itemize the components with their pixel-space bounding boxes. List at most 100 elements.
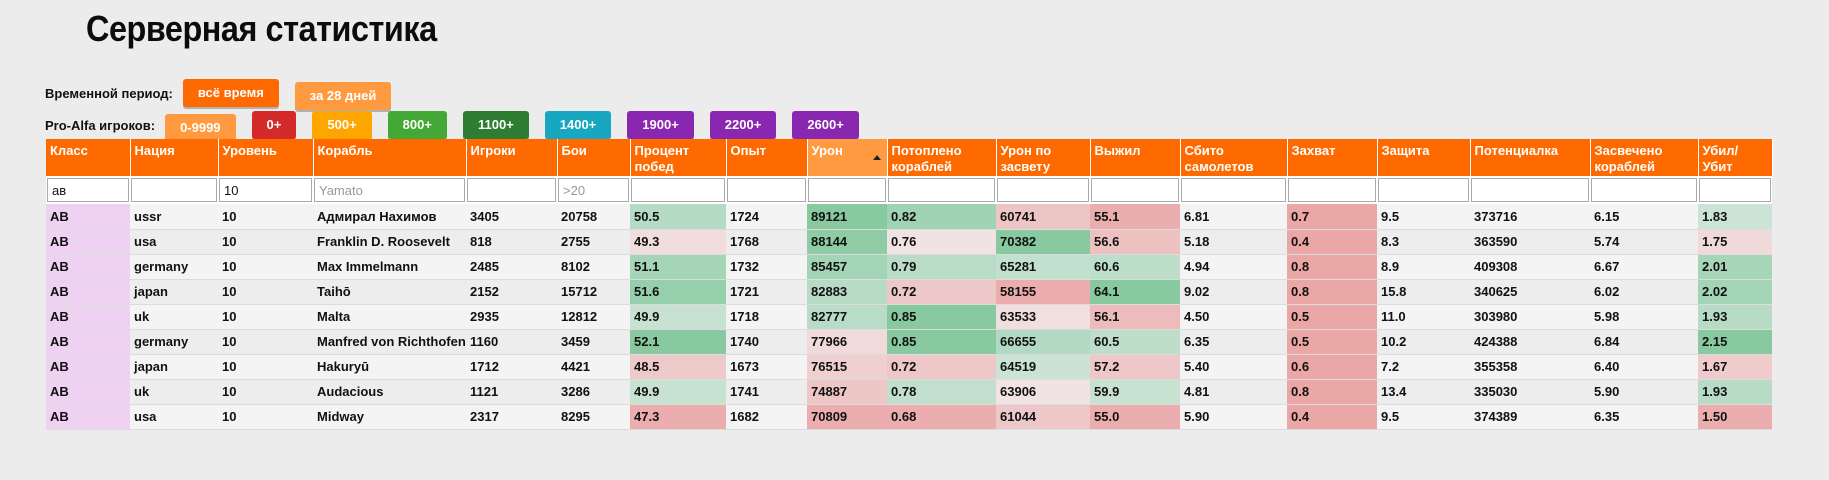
cell-sunk: 0.79 (887, 254, 996, 280)
kd-filter-input[interactable] (1699, 178, 1771, 202)
sunk-filter-input[interactable] (888, 178, 995, 202)
capture-filter-input[interactable] (1288, 178, 1376, 202)
players-800-plus-button[interactable]: 800+ (387, 111, 447, 139)
period-all-time-button[interactable]: всё время (182, 79, 279, 107)
cell-tier: 10 (218, 279, 313, 305)
battles-filter-input[interactable] (558, 178, 629, 202)
players-1900-plus-button[interactable]: 1900+ (627, 111, 694, 139)
cell-nation: uk (130, 304, 218, 330)
class-filter-input[interactable] (47, 178, 129, 202)
column-header-damage[interactable]: Урон (807, 139, 888, 176)
column-header-capture[interactable]: Захват (1287, 139, 1378, 176)
cell-class: АВ (46, 329, 130, 355)
table-row[interactable]: АВ uk 10 Malta 2935 12812 49.9 1718 82777 0.85 635… (46, 304, 1772, 330)
column-header-survived[interactable]: Выжил (1090, 139, 1181, 176)
column-header-planes[interactable]: Сбито самолетов (1180, 139, 1288, 176)
column-header-spot-damage[interactable]: Урон по засвету (996, 139, 1091, 176)
cell-exp: 1732 (726, 254, 807, 280)
players-filter-input[interactable] (467, 178, 556, 202)
column-header-battles[interactable]: Бои (557, 139, 631, 176)
cell-survived: 60.6 (1090, 254, 1180, 280)
column-header-ship[interactable]: Корабль (313, 139, 467, 176)
cell-players: 818 (466, 229, 557, 255)
cell-planes: 5.18 (1180, 229, 1287, 255)
players-500-plus-button[interactable]: 500+ (312, 111, 372, 139)
exp-filter-input[interactable] (727, 178, 806, 202)
cell-kd: 2.01 (1698, 254, 1772, 280)
cell-tier: 10 (218, 329, 313, 355)
table-row[interactable]: АВ japan 10 Hakuryū 1712 4421 48.5 1673 76515 0.7… (46, 354, 1772, 380)
cell-battles: 8295 (557, 404, 630, 430)
column-header-tier[interactable]: Уровень (218, 139, 314, 176)
cell-winrate: 47.3 (630, 404, 726, 430)
column-header-potential[interactable]: Потенциалка (1470, 139, 1591, 176)
cell-ship: Manfred von Richthofen (313, 329, 466, 355)
cell-kd: 1.67 (1698, 354, 1772, 380)
cell-damage: 85457 (807, 254, 887, 280)
spot-damage-filter-input[interactable] (997, 178, 1089, 202)
cell-potential: 424388 (1470, 329, 1590, 355)
cell-nation: japan (130, 354, 218, 380)
cell-kd: 1.83 (1698, 204, 1772, 230)
table-row[interactable]: АВ uk 10 Audacious 1121 3286 49.9 1741 74887 0.78… (46, 379, 1772, 405)
cell-survived: 60.5 (1090, 329, 1180, 355)
survived-filter-input[interactable] (1091, 178, 1179, 202)
cell-winrate: 51.6 (630, 279, 726, 305)
table-row[interactable]: АВ germany 10 Manfred von Richthofen 1160 345… (46, 329, 1772, 355)
nation-filter-input[interactable] (131, 178, 217, 202)
column-header-class[interactable]: Класс (46, 139, 131, 176)
column-header-spotted[interactable]: Засвечено кораблей (1590, 139, 1699, 176)
cell-nation: germany (130, 254, 218, 280)
players-2200-plus-button[interactable]: 2200+ (709, 111, 777, 139)
players-2600-plus-button[interactable]: 2600+ (792, 111, 859, 139)
cell-sunk: 0.68 (887, 404, 996, 430)
players-1100-plus-button[interactable]: 1100+ (462, 111, 529, 139)
column-header-defense[interactable]: Защита (1377, 139, 1471, 176)
cell-capture: 0.7 (1287, 204, 1377, 230)
planes-filter-input[interactable] (1181, 178, 1286, 202)
period-28-days-button[interactable]: за 28 дней (294, 82, 392, 110)
cell-planes: 4.81 (1180, 379, 1287, 405)
cell-capture: 0.8 (1287, 254, 1377, 280)
spotted-filter-input[interactable] (1591, 178, 1697, 202)
column-header-winrate[interactable]: Процент побед (630, 139, 727, 176)
cell-players: 2152 (466, 279, 557, 305)
cell-spotted: 6.15 (1590, 204, 1698, 230)
cell-defense: 15.8 (1377, 279, 1470, 305)
page-title: Серверная статистика (86, 8, 437, 49)
column-header-exp[interactable]: Опыт (726, 139, 808, 176)
cell-spotdmg: 58155 (996, 279, 1090, 305)
cell-planes: 4.50 (1180, 304, 1287, 330)
cell-sunk: 0.78 (887, 379, 996, 405)
cell-planes: 5.40 (1180, 354, 1287, 380)
table-row[interactable]: АВ usa 10 Franklin D. Roosevelt 818 2755 49.3 1… (46, 229, 1772, 255)
cell-exp: 1673 (726, 354, 807, 380)
cell-survived: 55.1 (1090, 204, 1180, 230)
players-1400-plus-button[interactable]: 1400+ (544, 111, 612, 139)
column-header-players[interactable]: Игроки (466, 139, 558, 176)
players-filter: Pro-Alfa игроков: 0-9999 0+ 500+ 800+ 11… (45, 108, 875, 142)
cell-ship: Адмирал Нахимов (313, 204, 466, 230)
ship-filter-input[interactable] (314, 178, 465, 202)
table-row[interactable]: АВ japan 10 Taihō 2152 15712 51.6 1721 82883 0.72… (46, 279, 1772, 305)
potential-filter-input[interactable] (1471, 178, 1589, 202)
players-0-9999-button[interactable]: 0-9999 (165, 114, 236, 142)
cell-exp: 1768 (726, 229, 807, 255)
table-row[interactable]: АВ ussr 10 Адмирал Нахимов 3405 20758 50.5 1724… (46, 204, 1772, 230)
cell-battles: 12812 (557, 304, 630, 330)
tier-filter-input[interactable] (219, 178, 312, 202)
cell-spotted: 5.74 (1590, 229, 1698, 255)
damage-filter-input[interactable] (808, 178, 886, 202)
column-header-sunk[interactable]: Потоплено кораблей (887, 139, 997, 176)
cell-survived: 56.6 (1090, 229, 1180, 255)
defense-filter-input[interactable] (1378, 178, 1469, 202)
cell-defense: 13.4 (1377, 379, 1470, 405)
stats-table: Класс Нация Уровень Корабль Игроки Бои П… (46, 139, 1773, 430)
players-0-plus-button[interactable]: 0+ (251, 111, 297, 139)
winrate-filter-input[interactable] (631, 178, 725, 202)
column-header-nation[interactable]: Нация (130, 139, 219, 176)
table-row[interactable]: АВ germany 10 Max Immelmann 2485 8102 51.1 1732… (46, 254, 1772, 280)
table-row[interactable]: АВ usa 10 Midway 2317 8295 47.3 1682 70809 0.68 61… (46, 404, 1772, 430)
cell-tier: 10 (218, 379, 313, 405)
column-header-kd[interactable]: Убил/ Убит (1698, 139, 1773, 176)
